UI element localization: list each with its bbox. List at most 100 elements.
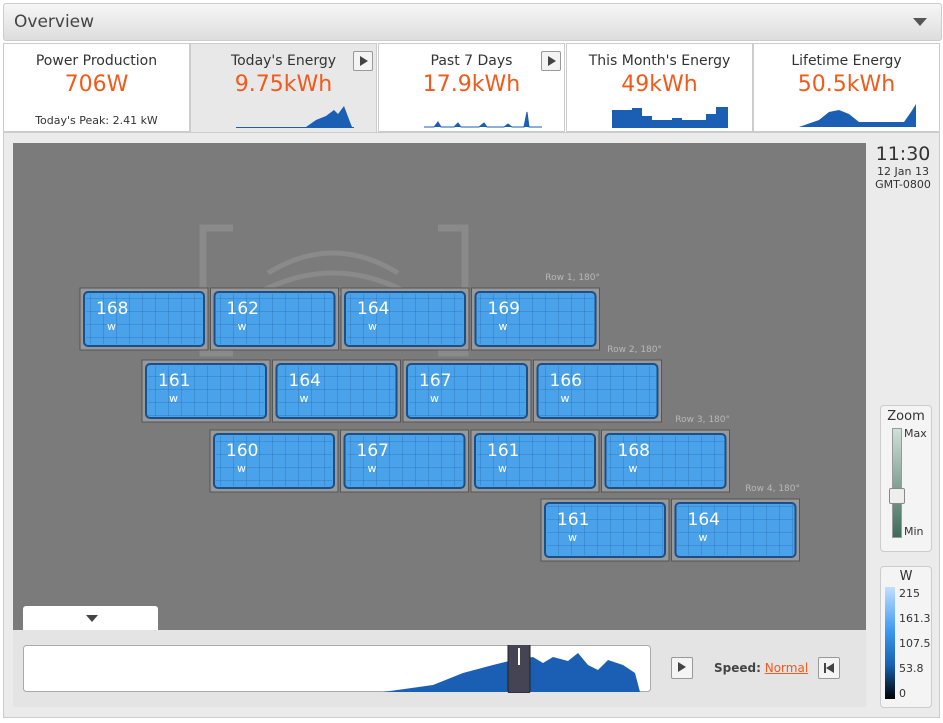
legend-tick: 161.3 xyxy=(899,612,931,625)
panel-grid xyxy=(547,505,663,555)
panel-grid xyxy=(409,366,525,416)
tab[interactable]: Today's Energy 9.75kWh xyxy=(190,43,377,132)
panel-value: 166 xyxy=(550,371,582,391)
panel-grid xyxy=(477,436,593,486)
zoom-handle[interactable] xyxy=(889,488,905,504)
panel-value: 169 xyxy=(488,299,520,319)
legend: W 215 161.3 107.5 53.8 0 xyxy=(880,566,932,708)
zoom-min: Min xyxy=(904,525,924,538)
speed: Speed: Normal xyxy=(714,661,808,675)
panel-value: 167 xyxy=(419,371,451,391)
panel-value: 168 xyxy=(96,299,128,319)
collapse-button[interactable] xyxy=(913,18,927,26)
clock: 11:30 12 Jan 13 GMT-0800 xyxy=(868,143,938,191)
tab-value: 17.9kWh xyxy=(422,72,521,97)
panel-grid xyxy=(148,366,264,416)
drawer-arrow xyxy=(86,615,98,622)
panel-unit: w xyxy=(430,392,439,405)
tab-value: 49kWh xyxy=(621,72,698,97)
panel-value: 161 xyxy=(487,441,519,461)
tab-value: 706W xyxy=(64,72,129,97)
clock-zone: GMT-0800 xyxy=(875,178,931,191)
panel-grid xyxy=(278,366,395,416)
tab-title: Power Production xyxy=(35,53,158,69)
clock-time: 11:30 xyxy=(875,143,931,165)
tab-value: 9.75kWh xyxy=(234,72,333,97)
row-label: Row 4, 180° xyxy=(745,484,800,494)
tab[interactable]: Power Production 706W Today's Peak: 2.41… xyxy=(3,43,190,132)
panel-grid xyxy=(607,436,724,486)
row-label: Row 1, 180° xyxy=(545,273,600,283)
legend-title: W xyxy=(899,569,913,584)
tab-title: Past 7 Days xyxy=(430,53,513,69)
legend-tick: 215 xyxy=(899,587,920,600)
sparkline xyxy=(236,106,354,128)
panel-value: 168 xyxy=(618,441,650,461)
legend-tick: 0 xyxy=(899,687,906,700)
legend-gradient xyxy=(885,587,895,699)
panel-unit: w xyxy=(498,462,507,475)
drawer-tab[interactable] xyxy=(23,606,158,632)
panel-grid xyxy=(477,294,594,344)
rewind-button[interactable] xyxy=(818,657,840,679)
panel-grid xyxy=(677,505,794,555)
panel-grid xyxy=(539,366,656,416)
panel-unit: w xyxy=(238,320,247,333)
panel-unit: w xyxy=(107,320,116,333)
tab-note: Today's Peak: 2.41 kW xyxy=(35,114,158,127)
tab[interactable]: This Month's Energy 49kWh xyxy=(566,43,753,132)
panel-value: 161 xyxy=(557,510,589,530)
panel-value: 160 xyxy=(226,441,258,461)
row-label: Row 2, 180° xyxy=(607,345,662,355)
panel-grid xyxy=(86,294,202,344)
clock-date: 12 Jan 13 xyxy=(877,165,929,178)
zoom-track[interactable] xyxy=(892,428,902,538)
panel-unit: w xyxy=(561,392,570,405)
panel-value: 161 xyxy=(158,371,190,391)
panel-unit: w xyxy=(499,320,508,333)
sparkline xyxy=(612,107,728,128)
play-button[interactable] xyxy=(353,51,373,71)
tab-title: Today's Energy xyxy=(230,53,337,69)
tab[interactable]: Lifetime Energy 50.5kWh xyxy=(753,43,940,132)
sparkline xyxy=(424,111,542,128)
speed-label: Speed: xyxy=(714,661,761,675)
panel-grid xyxy=(216,436,332,486)
panel-value: 162 xyxy=(227,299,259,319)
panel-value: 164 xyxy=(688,510,720,530)
speed-value[interactable]: Normal xyxy=(764,661,809,675)
panel-value: 164 xyxy=(289,371,321,391)
sparkline xyxy=(799,104,916,127)
panel-unit: w xyxy=(300,392,309,405)
panel-unit: w xyxy=(237,462,246,475)
timeline[interactable] xyxy=(23,645,651,693)
timeline-handle[interactable] xyxy=(507,645,531,693)
panel-value: 164 xyxy=(357,299,389,319)
tab-value: 50.5kWh xyxy=(797,72,896,97)
panel-grid xyxy=(347,294,463,344)
play-button[interactable] xyxy=(541,51,561,71)
panel-unit: w xyxy=(368,320,377,333)
tab[interactable]: Past 7 Days 17.9kWh xyxy=(378,43,565,132)
play-button[interactable] xyxy=(671,657,693,679)
legend-tick: 107.5 xyxy=(899,637,931,650)
panel-unit: w xyxy=(568,531,577,544)
panel-unit: w xyxy=(699,531,708,544)
zoom-title: Zoom xyxy=(887,409,925,424)
